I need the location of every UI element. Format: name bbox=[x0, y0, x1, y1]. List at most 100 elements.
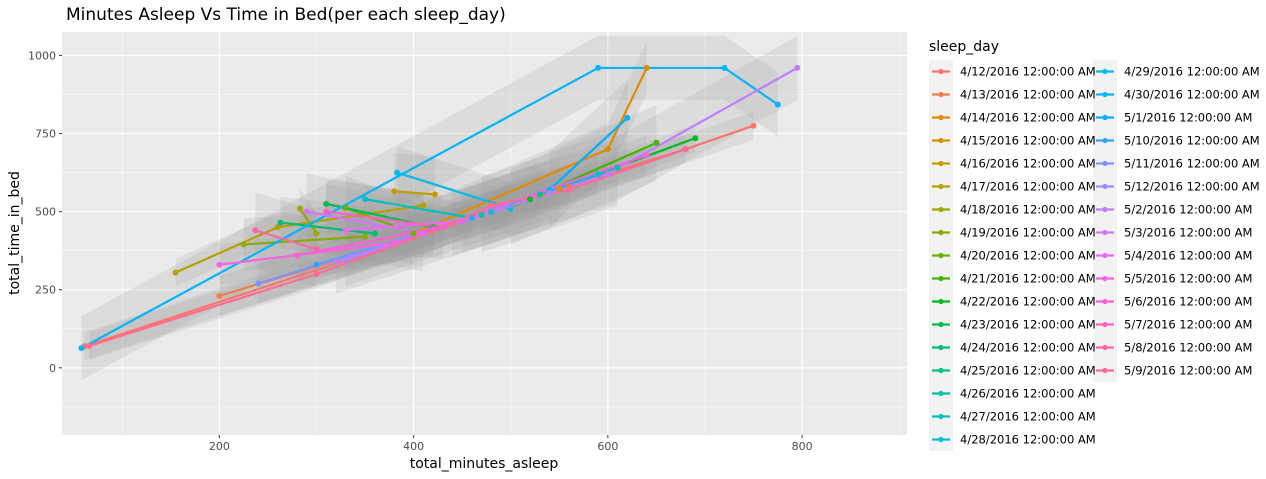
legend-label: 5/10/2016 12:00:00 AM bbox=[1124, 134, 1260, 148]
legend-key-point bbox=[1102, 137, 1108, 144]
legend-key-point bbox=[1102, 252, 1108, 259]
legend-label: 4/13/2016 12:00:00 AM bbox=[960, 88, 1096, 102]
data-point bbox=[750, 122, 757, 129]
data-point bbox=[478, 211, 485, 218]
data-point bbox=[507, 202, 514, 209]
legend-label: 4/30/2016 12:00:00 AM bbox=[1124, 88, 1260, 102]
legend-label: 4/20/2016 12:00:00 AM bbox=[960, 249, 1096, 263]
legend-label: 4/16/2016 12:00:00 AM bbox=[960, 157, 1096, 171]
data-point bbox=[323, 208, 330, 215]
data-point bbox=[536, 191, 543, 198]
legend-key-point bbox=[938, 321, 944, 328]
legend-key-point bbox=[938, 367, 944, 374]
legend-items: 4/12/2016 12:00:00 AM 4/13/2016 12:00:00 … bbox=[929, 60, 1260, 451]
data-point bbox=[172, 269, 179, 276]
data-point bbox=[255, 280, 262, 287]
data-point bbox=[468, 214, 475, 221]
legend-label: 4/25/2016 12:00:00 AM bbox=[960, 364, 1096, 378]
y-tick-label: 250 bbox=[35, 284, 56, 297]
legend-label: 4/22/2016 12:00:00 AM bbox=[960, 295, 1096, 309]
legend-key-point bbox=[938, 252, 944, 259]
data-point bbox=[303, 208, 310, 215]
data-point bbox=[420, 230, 427, 237]
data-point bbox=[430, 225, 437, 232]
legend-label: 4/28/2016 12:00:00 AM bbox=[960, 433, 1096, 447]
legend-key-point bbox=[938, 91, 944, 98]
legend-label: 4/27/2016 12:00:00 AM bbox=[960, 410, 1096, 424]
legend-key-point bbox=[938, 390, 944, 397]
legend-label: 4/17/2016 12:00:00 AM bbox=[960, 180, 1096, 194]
data-point bbox=[566, 186, 572, 193]
data-point bbox=[643, 152, 650, 159]
data-point bbox=[313, 271, 320, 278]
legend-label: 4/15/2016 12:00:00 AM bbox=[960, 134, 1096, 148]
data-point bbox=[342, 227, 349, 234]
legend-label: 5/3/2016 12:00:00 AM bbox=[1124, 226, 1252, 240]
legend-key-point bbox=[1102, 298, 1108, 305]
y-tick-label: 750 bbox=[35, 128, 56, 141]
data-point bbox=[394, 169, 401, 176]
legend-key-point bbox=[1102, 229, 1108, 236]
data-point bbox=[313, 230, 320, 237]
legend-label: 5/8/2016 12:00:00 AM bbox=[1124, 341, 1252, 355]
data-point bbox=[488, 202, 495, 209]
data-point bbox=[721, 64, 728, 71]
x-axis-title: total_minutes_asleep bbox=[410, 456, 559, 472]
data-point bbox=[362, 233, 369, 240]
data-point bbox=[252, 227, 259, 234]
trend-line bbox=[296, 227, 434, 257]
trend-line bbox=[548, 117, 629, 191]
legend-label: 5/1/2016 12:00:00 AM bbox=[1124, 111, 1252, 125]
data-point bbox=[556, 185, 563, 192]
data-point bbox=[604, 146, 611, 153]
legend-key-point bbox=[938, 436, 944, 443]
trend-line bbox=[80, 66, 779, 350]
data-point bbox=[294, 252, 301, 259]
legend-label: 4/14/2016 12:00:00 AM bbox=[960, 111, 1096, 125]
legend-key-point bbox=[938, 413, 944, 420]
data-point bbox=[643, 64, 650, 71]
data-point bbox=[527, 196, 534, 203]
legend-label: 5/2/2016 12:00:00 AM bbox=[1124, 203, 1252, 217]
data-point bbox=[546, 189, 553, 196]
data-point bbox=[332, 258, 339, 265]
legend-key-point bbox=[1102, 160, 1108, 167]
legend-key-point bbox=[1102, 321, 1108, 328]
x-tick-label: 600 bbox=[597, 440, 618, 453]
data-point bbox=[692, 135, 699, 142]
trend-line bbox=[280, 221, 375, 235]
data-point bbox=[391, 188, 398, 195]
legend-key-point bbox=[938, 183, 944, 190]
trend-line bbox=[254, 229, 317, 251]
confidence-band bbox=[413, 41, 647, 260]
data-point bbox=[313, 261, 320, 268]
y-axis-ticks: 0 250 500 750 1000 bbox=[28, 49, 62, 375]
legend-label: 4/18/2016 12:00:00 AM bbox=[960, 203, 1096, 217]
x-axis-ticks: 200 400 600 800 bbox=[209, 435, 813, 453]
legend-key-point bbox=[938, 344, 944, 351]
legend-label: 5/5/2016 12:00:00 AM bbox=[1124, 272, 1252, 286]
legend-key-point bbox=[1102, 367, 1108, 374]
legend-key-point bbox=[1102, 206, 1108, 213]
data-point bbox=[595, 64, 602, 71]
data-point bbox=[274, 224, 281, 231]
data-point bbox=[216, 292, 223, 299]
legend-label: 4/12/2016 12:00:00 AM bbox=[960, 65, 1096, 79]
legend-title: sleep_day bbox=[929, 39, 999, 55]
data-point bbox=[86, 342, 93, 349]
trend-line bbox=[394, 190, 436, 196]
data-point bbox=[624, 114, 631, 121]
trend-line bbox=[326, 210, 443, 229]
legend-key-point bbox=[1102, 114, 1108, 121]
data-point bbox=[323, 200, 330, 207]
data-point bbox=[459, 218, 466, 225]
chart-title: Minutes Asleep Vs Time in Bed(per each s… bbox=[66, 5, 506, 25]
legend-label: 4/24/2016 12:00:00 AM bbox=[960, 341, 1096, 355]
data-point bbox=[216, 261, 223, 268]
trend-line bbox=[364, 198, 473, 219]
legend-key-point bbox=[1102, 344, 1108, 351]
data-point bbox=[595, 171, 602, 178]
data-point bbox=[774, 101, 781, 108]
x-tick-label: 800 bbox=[792, 440, 813, 453]
